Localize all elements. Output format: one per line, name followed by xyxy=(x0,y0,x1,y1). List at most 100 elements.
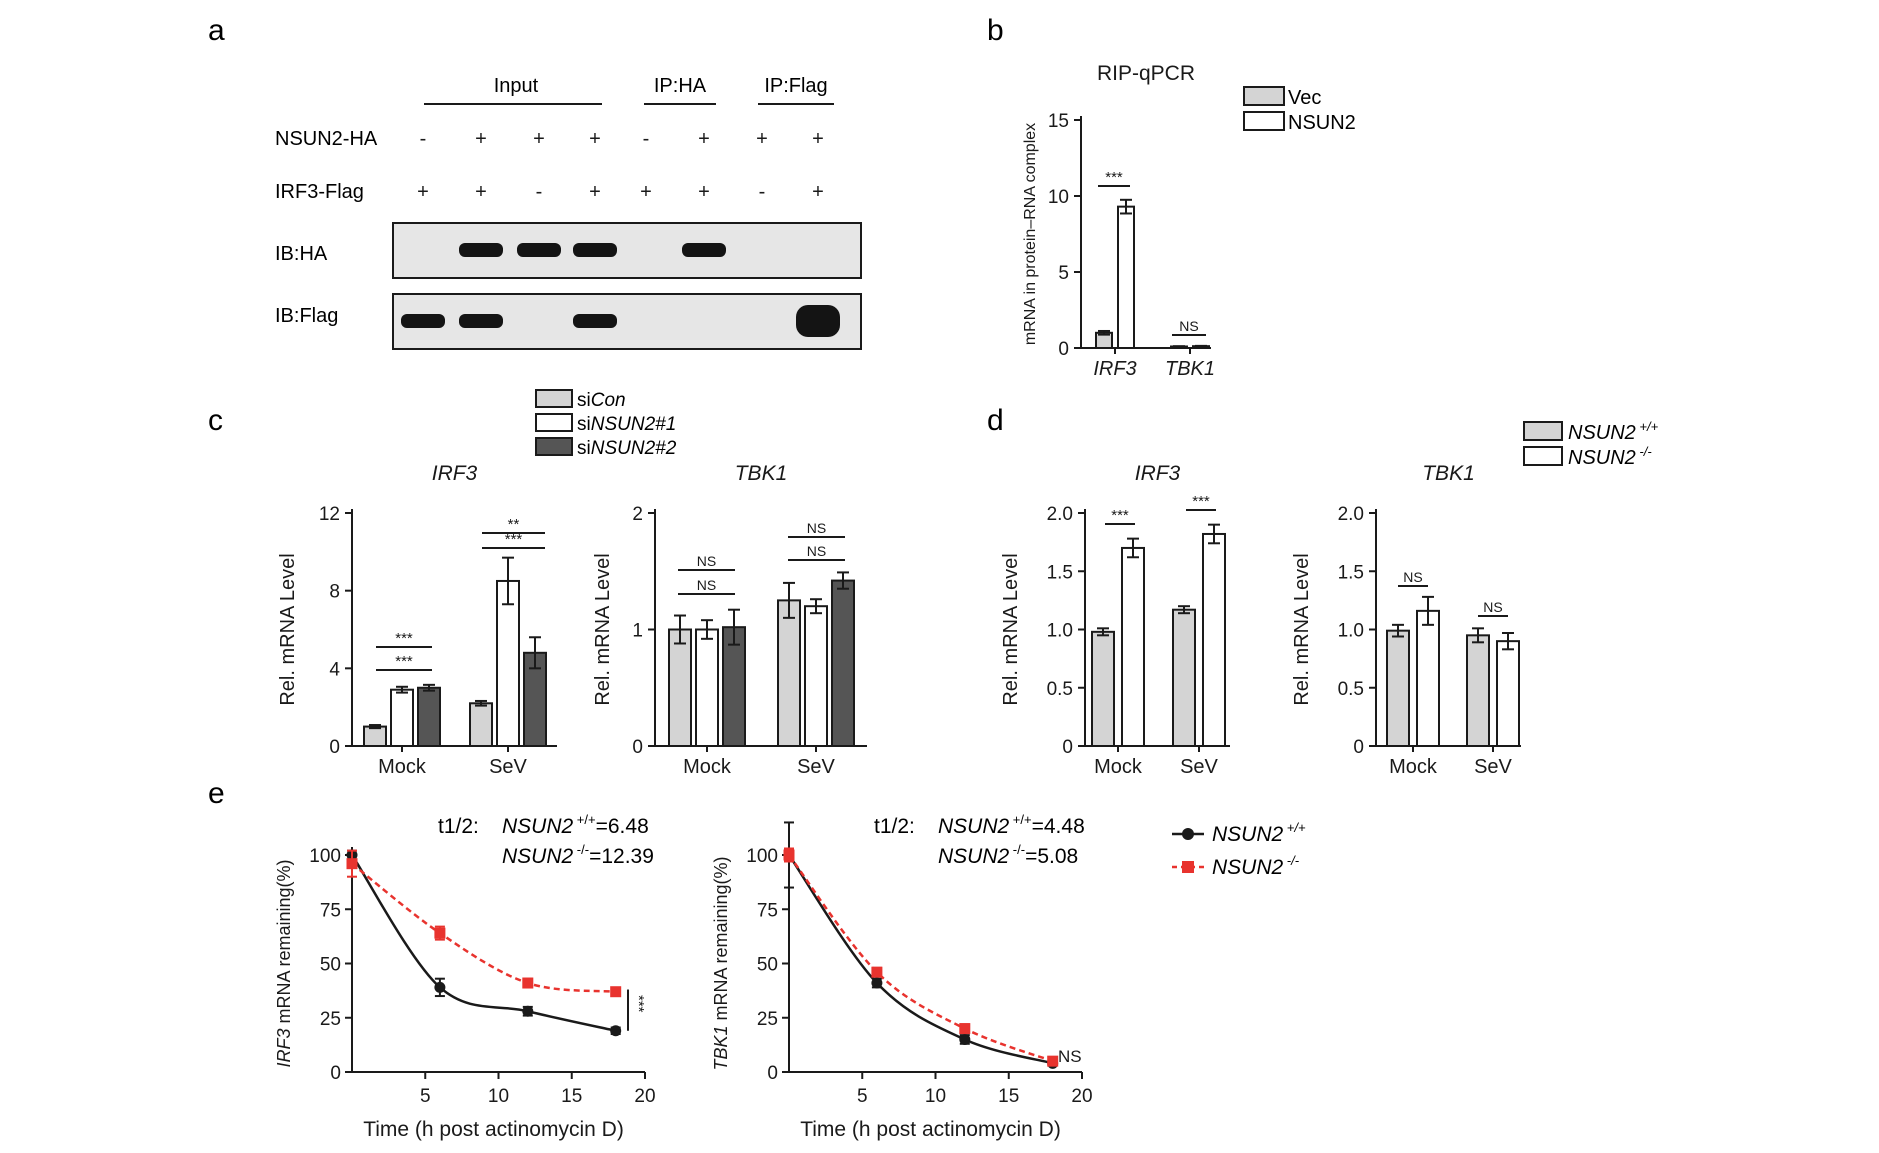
legend-d-label-ko: NSUN2 -/- xyxy=(1568,444,1652,469)
bar xyxy=(390,688,414,747)
data-point xyxy=(610,1025,622,1037)
legend-d-swatch-ko xyxy=(1523,446,1563,466)
y-axis-label-rest: mRNA remaining(%) xyxy=(274,859,294,1028)
group-label-ip-flag: IP:Flag xyxy=(764,75,827,97)
y-tick-label: 25 xyxy=(320,1009,341,1030)
y-tick-label: 1.5 xyxy=(1047,562,1073,583)
x-tick-label: Mock xyxy=(683,756,732,778)
sign-lane-7: - xyxy=(759,181,766,203)
panel-letter-b: b xyxy=(987,14,1004,47)
legend-b: Vec NSUN2 xyxy=(1243,86,1356,134)
y-tick-label: 12 xyxy=(319,504,340,525)
x-tick-label: Mock xyxy=(378,756,427,778)
significance-label: ** xyxy=(508,516,520,533)
x-tick-label: Mock xyxy=(1389,756,1438,778)
legend-e-marker-ko xyxy=(1182,861,1194,873)
legend-d-ko-sup: -/- xyxy=(1636,444,1653,459)
series-line xyxy=(351,862,616,993)
y-axis-label: Rel. mRNA Level xyxy=(592,553,614,705)
x-tick-label: 5 xyxy=(420,1086,431,1107)
data-point xyxy=(871,966,883,978)
legend-b-label-vec: Vec xyxy=(1288,87,1321,109)
legend-e-label-wt: NSUN2 +/+ xyxy=(1212,820,1306,846)
band-lane-8 xyxy=(796,305,840,337)
sign-lane-1: - xyxy=(420,128,427,150)
y-tick-label: 8 xyxy=(329,582,340,603)
significance-label: *** xyxy=(395,653,413,670)
x-tick-label: 20 xyxy=(1071,1086,1092,1107)
band-lane-4 xyxy=(573,243,617,257)
panel-letter-d: d xyxy=(987,404,1004,437)
y-axis-label-rest: mRNA remaining(%) xyxy=(711,856,731,1025)
sign-lane-8: + xyxy=(812,181,824,203)
y-axis-label: Rel. mRNA Level xyxy=(1000,553,1022,705)
sign-lane-1: + xyxy=(417,181,429,203)
chart-title: TBK1 xyxy=(735,462,788,485)
y-axis-label: Rel. mRNA Level xyxy=(1291,553,1313,705)
halflife-e2: t1/2: NSUN2 +/+=4.48 NSUN2 -/-=5.08 xyxy=(874,812,1085,868)
chart-title: RIP-qPCR xyxy=(1097,62,1195,85)
bar xyxy=(668,628,692,747)
legend-c-swatch-sinsun2-1 xyxy=(535,413,573,432)
y-axis-label: mRNA in protein–RNA complex xyxy=(1022,123,1039,345)
significance-label: NS xyxy=(697,577,716,593)
legend-e-label-ko: NSUN2 -/- xyxy=(1212,853,1300,879)
sign-lane-4: + xyxy=(589,181,601,203)
y-axis-label-gene: TBK1 xyxy=(711,1026,731,1071)
y-tick-label: 75 xyxy=(757,900,778,921)
blot-label-ib-ha: IB:HA xyxy=(275,243,328,265)
data-point xyxy=(871,977,883,989)
series-line xyxy=(787,854,1054,1063)
sign-lane-8: + xyxy=(812,128,824,150)
bar xyxy=(1416,609,1440,747)
halflife-e2-ko-value: =5.08 xyxy=(1025,845,1078,868)
y-tick-label: 5 xyxy=(1058,263,1069,284)
sign-lane-5: - xyxy=(643,128,650,150)
legend-b-label-nsun2: NSUN2 xyxy=(1288,112,1356,134)
y-tick-label: 1 xyxy=(632,621,643,642)
data-point xyxy=(434,981,446,993)
band-lane-3 xyxy=(517,243,561,257)
halflife-e1-wt-value: =6.48 xyxy=(596,815,649,838)
significance-label: NS xyxy=(1403,569,1422,585)
chart-d-tbk1: TBK1 0 0.5 1.0 1.5 2.0 Rel. mRNA Level Mock SeV N… xyxy=(1291,462,1521,778)
halflife-e2-wt-value: =4.48 xyxy=(1032,815,1085,838)
significance-label: NS xyxy=(807,543,826,559)
sign-row-irf3-flag: + + - + + + - + xyxy=(417,181,824,203)
y-tick-label: 0 xyxy=(329,737,340,758)
chart-e-tbk1-decay: 0 25 50 75 100 5 10 15 20 Time (h post actinomyci… xyxy=(711,821,1093,1141)
x-axis-label: Time (h post actinomycin D) xyxy=(363,1118,624,1141)
y-tick-label: 1.5 xyxy=(1338,562,1364,583)
y-tick-label: 75 xyxy=(320,900,341,921)
legend-c-sicon-italic: Con xyxy=(591,390,626,411)
bar xyxy=(1496,640,1520,748)
chart-d-irf3: IRF3 0 0.5 1.0 1.5 2.0 Rel. mRNA Level Mock SeV *… xyxy=(1000,462,1230,778)
legend-d-ko-name: NSUN2 xyxy=(1568,447,1636,469)
band-lane-4 xyxy=(573,314,617,328)
bands-ib-flag xyxy=(401,305,840,337)
legend-e: NSUN2 +/+ NSUN2 -/- xyxy=(1172,820,1306,879)
bar xyxy=(1121,546,1145,748)
data-point xyxy=(522,1005,534,1017)
panel-letter-e: e xyxy=(208,777,225,810)
x-tick-label: 10 xyxy=(488,1086,509,1107)
sign-lane-2: + xyxy=(475,181,487,203)
legend-d: NSUN2 +/+ NSUN2 -/- xyxy=(1523,419,1659,469)
x-tick-label: IRF3 xyxy=(1093,358,1136,380)
legend-d-label-wt: NSUN2 +/+ xyxy=(1568,419,1659,444)
chart-c-tbk1: TBK1 0 1 2 Rel. mRNA Level Mock SeV NS NS NS NS xyxy=(592,462,867,778)
x-tick-label: SeV xyxy=(1180,756,1218,778)
sign-lane-3: + xyxy=(533,128,545,150)
legend-c-label-sinsun2-2: siNSUN2#2 xyxy=(577,438,677,459)
y-tick-label: 15 xyxy=(1048,111,1069,132)
row-label-nsun2-ha: NSUN2-HA xyxy=(275,128,378,150)
y-axis-label: IRF3 mRNA remaining(%) xyxy=(274,859,294,1067)
sign-lane-3: - xyxy=(536,181,543,203)
x-tick-label: SeV xyxy=(1474,756,1512,778)
halflife-e1-ko-name: NSUN2 xyxy=(502,845,574,868)
series-line xyxy=(350,854,616,1032)
series-line xyxy=(787,854,1054,1065)
panel-letter-c: c xyxy=(208,404,223,437)
legend-b-swatch-vec xyxy=(1243,86,1285,106)
y-tick-label: 0 xyxy=(632,737,643,758)
